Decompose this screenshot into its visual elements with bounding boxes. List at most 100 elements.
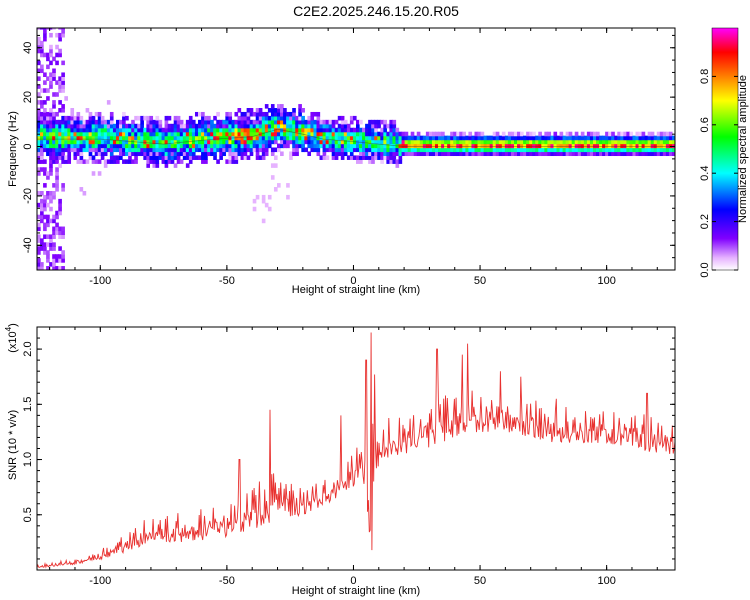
heatmap-cell xyxy=(85,131,90,137)
heatmap-cell xyxy=(310,127,315,133)
heatmap-cell xyxy=(438,143,442,149)
heatmap-cell xyxy=(61,84,65,89)
heatmap-cell xyxy=(112,155,117,160)
heatmap-cell xyxy=(304,119,308,125)
heatmap-cell xyxy=(544,143,548,149)
heatmap-cell xyxy=(501,151,506,157)
heatmap-cell xyxy=(43,36,47,42)
heatmap-cell xyxy=(556,143,561,149)
heatmap-cell xyxy=(371,155,375,160)
heatmap-cell xyxy=(201,139,205,145)
heatmap-cell xyxy=(76,139,81,145)
heatmap-cell xyxy=(49,190,53,196)
heatmap-cell xyxy=(483,147,488,153)
heatmap-cell xyxy=(273,123,278,129)
heatmap-cell xyxy=(592,151,597,157)
heatmap-cell xyxy=(349,147,354,153)
heatmap-cell xyxy=(526,147,530,153)
heatmap-cell xyxy=(158,123,163,129)
heatmap-cell xyxy=(49,108,53,113)
heatmap-cell xyxy=(97,119,102,125)
heatmap-cell xyxy=(465,139,470,145)
heatmap-cell xyxy=(392,123,397,129)
heatmap-cell xyxy=(438,147,442,153)
heatmap-cell xyxy=(371,123,375,129)
heatmap-cell xyxy=(228,159,233,164)
heatmap-cell xyxy=(431,135,436,141)
heatmap-cell xyxy=(365,131,369,137)
heatmap-cell xyxy=(94,135,99,141)
heatmap-cell xyxy=(106,135,111,141)
heatmap-cell xyxy=(52,115,56,121)
heatmap-cell xyxy=(119,143,123,149)
heatmap-cell xyxy=(340,135,345,141)
heatmap-cell xyxy=(122,127,126,133)
heatmap-cell xyxy=(498,143,503,149)
heatmap-cell xyxy=(55,60,59,66)
heatmap-cell xyxy=(46,111,50,117)
heatmap-cell xyxy=(255,194,260,200)
heatmap-cell xyxy=(225,123,229,129)
heatmap-cell xyxy=(444,135,448,141)
heatmap-cell xyxy=(331,151,336,157)
heatmap-cell xyxy=(61,115,65,121)
heatmap-cell xyxy=(234,131,239,137)
heatmap-cell xyxy=(58,147,62,153)
heatmap-cell xyxy=(589,139,594,145)
heatmap-cell xyxy=(231,139,236,145)
heatmap-cell xyxy=(37,171,41,176)
heatmap-cell xyxy=(480,135,485,141)
heatmap-cell xyxy=(301,127,305,133)
heatmap-cell xyxy=(173,163,178,168)
heatmap-cell xyxy=(61,28,65,34)
heatmap-cell xyxy=(362,131,366,137)
heatmap-cell xyxy=(125,143,129,149)
heatmap-cell xyxy=(52,119,56,125)
heatmap-cell xyxy=(146,123,151,129)
heatmap-cell xyxy=(586,151,591,157)
heatmap-cell xyxy=(40,214,44,220)
heatmap-cell xyxy=(213,143,217,149)
heatmap-cell xyxy=(419,143,424,149)
heatmap-cell xyxy=(43,119,47,125)
heatmap-cell xyxy=(356,135,360,141)
heatmap-cell xyxy=(258,127,263,133)
heatmap-cell xyxy=(596,131,600,137)
heatmap-cell xyxy=(535,151,539,157)
heatmap-cell xyxy=(49,84,53,89)
heatmap-cell xyxy=(340,127,345,133)
heatmap-cell xyxy=(255,127,260,133)
heatmap-cell xyxy=(191,139,196,145)
heatmap-cell xyxy=(520,143,524,149)
heatmap-cell xyxy=(270,123,275,129)
heatmap-cell xyxy=(647,143,652,149)
heatmap-cell xyxy=(58,258,62,263)
heatmap-cell xyxy=(173,151,178,157)
heatmap-cell xyxy=(106,131,111,137)
heatmap-cell xyxy=(88,155,93,160)
heatmap-cell xyxy=(513,139,518,145)
heatmap-cell xyxy=(40,206,44,212)
heatmap-cell xyxy=(377,135,381,141)
heatmap-cell xyxy=(492,143,497,149)
heatmap-cell xyxy=(568,143,573,149)
heatmap-cell xyxy=(599,151,603,157)
heatmap-cell xyxy=(614,139,618,145)
heatmap-cell xyxy=(173,119,178,125)
heatmap-cell xyxy=(337,123,342,129)
heatmap-cell xyxy=(37,60,41,66)
heatmap-cell xyxy=(292,139,296,145)
heatmap-cell xyxy=(574,147,579,153)
heatmap-cell xyxy=(283,143,287,149)
heatmap-cell xyxy=(286,183,290,188)
heatmap-cell xyxy=(37,115,41,121)
heatmap-cell xyxy=(526,139,530,145)
heatmap-cell xyxy=(611,143,615,149)
heatmap-cell xyxy=(374,123,378,129)
heatmap-cell xyxy=(395,127,400,133)
heatmap-cell xyxy=(295,123,299,129)
heatmap-cell xyxy=(76,111,81,117)
heatmap-cell xyxy=(477,147,482,153)
heatmap-cell xyxy=(523,135,527,141)
heatmap-cell xyxy=(520,131,524,137)
